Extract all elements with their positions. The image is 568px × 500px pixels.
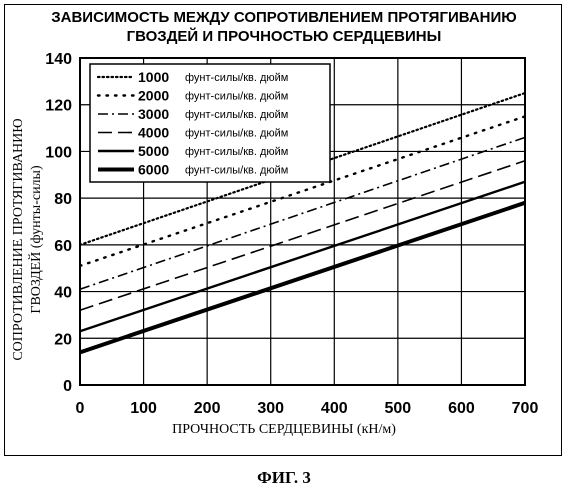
x-axis-label: ПРОЧНОСТЬ СЕРДЦЕВИНЫ (кН/м) [172, 422, 396, 437]
x-tick-label: 400 [321, 400, 348, 417]
legend-label: 4000 [138, 125, 169, 141]
chart-title: ГВОЗДЕЙ И ПРОЧНОСТЬЮ СЕРДЦЕВИНЫ [127, 27, 442, 45]
legend-unit: фунт-силы/кв. дюйм [185, 146, 288, 158]
legend-unit: фунт-силы/кв. дюйм [185, 91, 288, 103]
y-tick-label: 80 [54, 191, 72, 208]
series-line [80, 182, 525, 331]
series-line [80, 161, 525, 310]
legend-label: 3000 [138, 106, 169, 122]
y-tick-label: 0 [63, 378, 72, 395]
x-tick-label: 700 [512, 400, 539, 417]
y-tick-label: 140 [45, 51, 72, 68]
legend-label: 5000 [138, 143, 169, 159]
y-tick-label: 60 [54, 238, 72, 255]
legend-unit: фунт-силы/кв. дюйм [185, 72, 288, 84]
y-tick-label: 120 [45, 98, 72, 115]
legend-label: 2000 [138, 88, 169, 104]
figure-caption: ФИГ. 3 [0, 468, 568, 488]
chart-title: ЗАВИСИМОСТЬ МЕЖДУ СОПРОТИВЛЕНИЕМ ПРОТЯГИ… [51, 9, 517, 26]
x-tick-label: 300 [257, 400, 284, 417]
x-tick-label: 100 [130, 400, 157, 417]
legend-label: 6000 [138, 162, 169, 178]
y-tick-label: 100 [45, 144, 72, 161]
x-tick-label: 500 [385, 400, 412, 417]
legend-label: 1000 [138, 69, 169, 85]
y-axis-label: ГВОЗДЕЙ (фунты-силы) [27, 165, 44, 314]
x-tick-label: 600 [448, 400, 475, 417]
legend-unit: фунт-силы/кв. дюйм [185, 165, 288, 177]
y-tick-label: 20 [54, 331, 72, 348]
legend-unit: фунт-силы/кв. дюйм [185, 128, 288, 140]
series-line [80, 203, 525, 352]
x-tick-label: 0 [76, 400, 85, 417]
legend-unit: фунт-силы/кв. дюйм [185, 109, 288, 121]
y-tick-label: 40 [54, 285, 72, 302]
y-axis-label: СОПРОТИВЛЕНИЕ ПРОТЯГИВАНИЮ [11, 118, 26, 360]
x-tick-label: 200 [194, 400, 221, 417]
